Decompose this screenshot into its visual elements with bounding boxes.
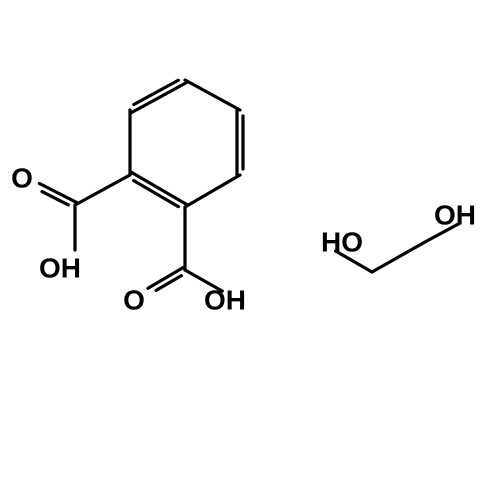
atom-labels: O OH O OH HO OH: [11, 163, 476, 316]
atom-label-o8d: O: [123, 285, 145, 316]
atom-label-g_oR: OH: [434, 200, 476, 231]
bonds: [39, 80, 459, 291]
atom-label-o8h: OH: [204, 285, 246, 316]
atom-label-o7h: OH: [39, 253, 81, 284]
chemical-structure-diagram: O OH O OH HO OH: [0, 0, 500, 500]
atom-label-g_oL: HO: [321, 227, 363, 258]
atom-label-o7d: O: [11, 163, 33, 194]
